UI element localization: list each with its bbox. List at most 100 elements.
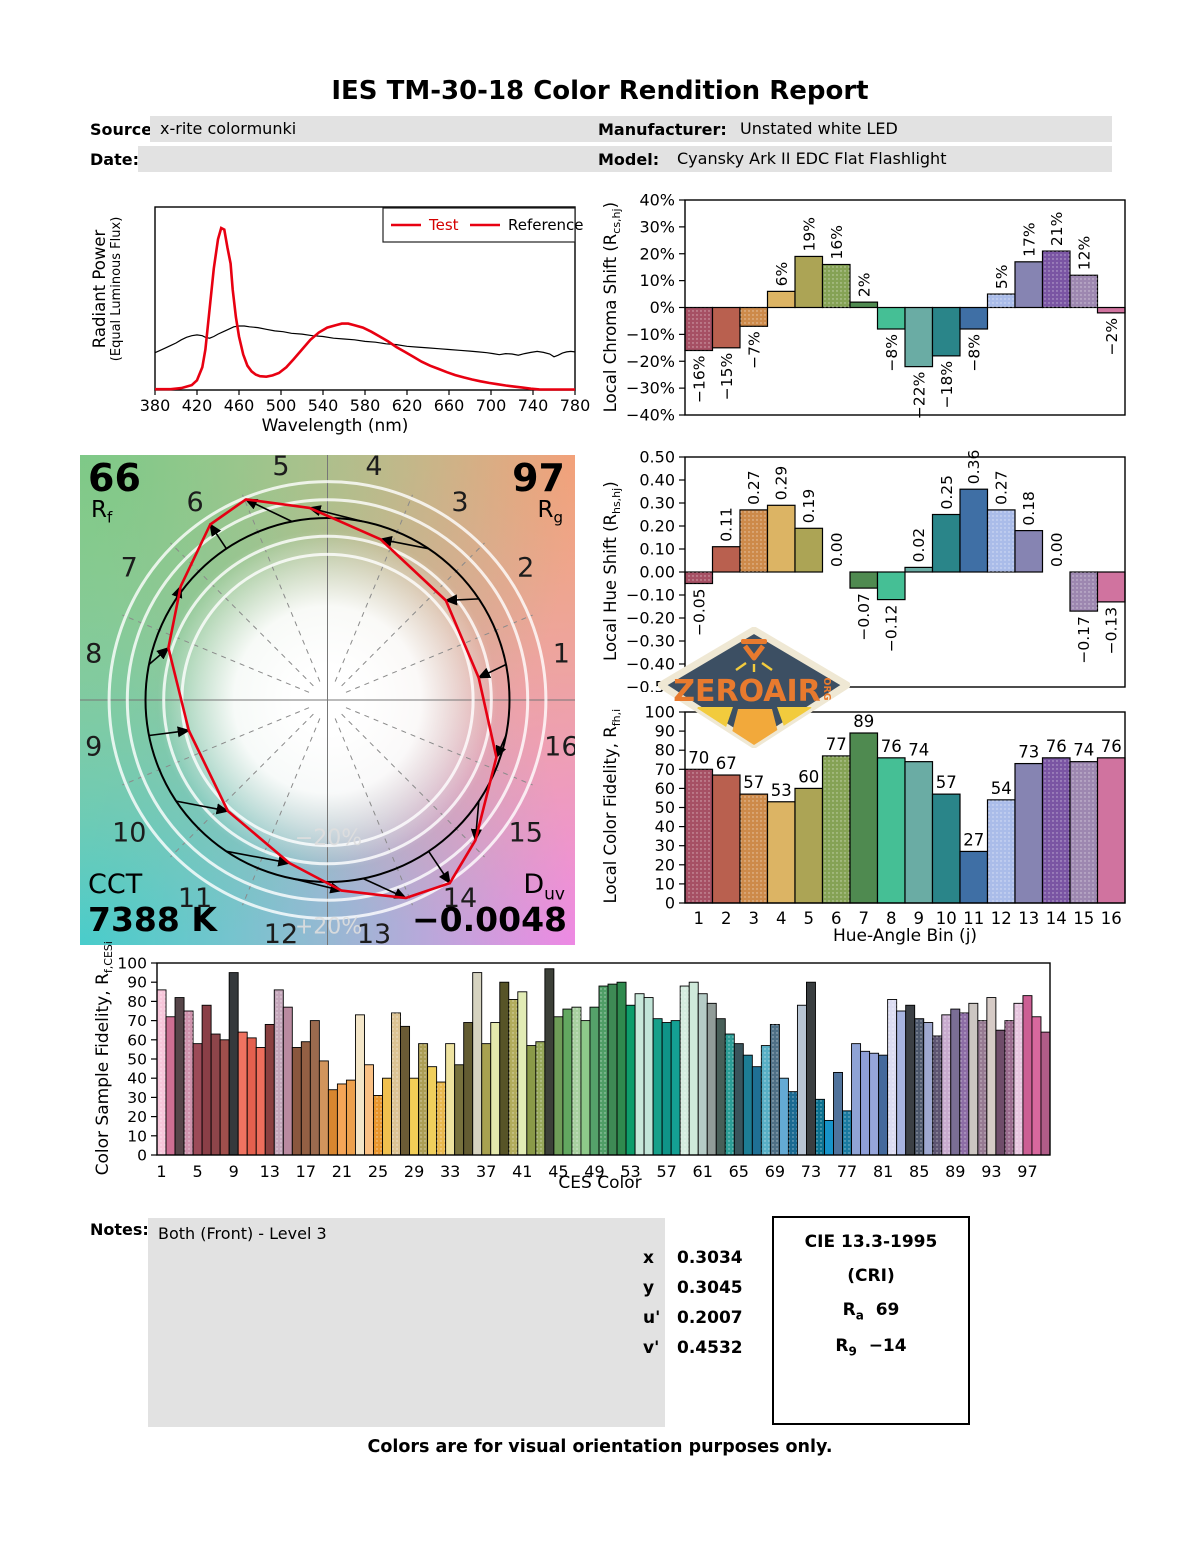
rf-value: 66: [88, 456, 141, 500]
svg-text:53: 53: [620, 1162, 640, 1181]
cri-subtitle: (CRI): [847, 1266, 895, 1286]
svg-text:Test: Test: [428, 216, 459, 234]
svg-text:−0.05: −0.05: [690, 589, 708, 637]
svg-text:74: 74: [908, 741, 929, 760]
svg-text:67: 67: [716, 754, 737, 773]
svg-text:−0.12: −0.12: [883, 605, 901, 653]
svg-text:85: 85: [909, 1162, 929, 1181]
svg-text:33: 33: [440, 1162, 460, 1181]
cri-ra: Ra 69: [842, 1300, 900, 1323]
coord-x: x 0.3034: [643, 1248, 743, 1268]
svg-text:10%: 10%: [639, 271, 675, 290]
svg-text:500: 500: [266, 396, 297, 415]
svg-text:12%: 12%: [1075, 236, 1093, 270]
svg-text:9: 9: [85, 732, 102, 763]
notes-label: Notes:: [90, 1220, 149, 1239]
svg-text:20: 20: [127, 1108, 147, 1126]
svg-text:−15%: −15%: [718, 353, 736, 400]
svg-text:100: 100: [644, 703, 675, 722]
svg-text:740: 740: [518, 396, 549, 415]
svg-text:13: 13: [357, 919, 391, 945]
svg-text:54: 54: [991, 779, 1012, 798]
svg-text:70: 70: [655, 760, 675, 779]
coord-v: v' 0.4532: [643, 1338, 743, 1358]
svg-text:11: 11: [178, 883, 212, 914]
svg-text:2: 2: [517, 553, 534, 584]
svg-text:49: 49: [584, 1162, 604, 1181]
svg-text:30: 30: [127, 1089, 147, 1107]
source-value: x-rite colormunki: [150, 116, 740, 142]
fid-xlabel: Hue-Angle Bin (j): [832, 926, 978, 946]
duv-value: −0.0048: [412, 900, 567, 939]
svg-text:0.10: 0.10: [639, 540, 675, 559]
svg-text:0.20: 0.20: [639, 517, 675, 536]
logo-wordmark: ZEROAIR: [673, 674, 821, 709]
local-color-fidelity-chart: 1009080706050403020100701672573534605776…: [644, 703, 1126, 928]
svg-text:0.36: 0.36: [965, 450, 983, 485]
svg-text:9: 9: [914, 909, 925, 928]
svg-text:−20%: −20%: [626, 352, 675, 371]
svg-text:0.02: 0.02: [910, 528, 928, 563]
svg-text:0.30: 0.30: [639, 494, 675, 513]
svg-text:−0.13: −0.13: [1103, 607, 1121, 655]
svg-text:100: 100: [117, 955, 147, 973]
svg-text:30%: 30%: [639, 217, 675, 236]
svg-text:420: 420: [182, 396, 213, 415]
svg-text:20: 20: [655, 855, 675, 874]
svg-text:21: 21: [332, 1162, 352, 1181]
svg-text:ORG: ORG: [821, 677, 832, 700]
svg-text:21%: 21%: [1048, 212, 1066, 246]
svg-text:0.27: 0.27: [993, 470, 1011, 505]
source-label: Source:: [90, 120, 159, 139]
coord-u: u' 0.2007: [643, 1308, 743, 1328]
svg-text:3: 3: [749, 909, 760, 928]
svg-text:700: 700: [476, 396, 507, 415]
cct-value: 7388 K: [88, 900, 217, 939]
svg-text:12: 12: [991, 909, 1012, 928]
svg-text:620: 620: [392, 396, 423, 415]
svg-text:69: 69: [765, 1162, 785, 1181]
svg-text:0.11: 0.11: [718, 507, 736, 542]
svg-text:6: 6: [831, 909, 842, 928]
svg-text:2: 2: [721, 909, 732, 928]
svg-text:5: 5: [804, 909, 815, 928]
cri-title: CIE 13.3-1995: [804, 1232, 938, 1252]
svg-text:20%: 20%: [639, 244, 675, 263]
svg-text:−22%: −22%: [910, 372, 928, 419]
svg-text:−20%: −20%: [295, 826, 362, 851]
svg-text:4: 4: [776, 909, 787, 928]
svg-text:76: 76: [1046, 737, 1067, 756]
svg-text:73: 73: [801, 1162, 821, 1181]
rg-value: 97: [512, 456, 565, 500]
svg-text:2%: 2%: [855, 273, 873, 298]
svg-text:−0.40: −0.40: [626, 655, 675, 674]
date-value: [138, 146, 740, 172]
svg-text:50: 50: [655, 798, 675, 817]
svg-text:17%: 17%: [1020, 222, 1038, 256]
svg-text:−0.17: −0.17: [1075, 616, 1093, 664]
svg-text:6%: 6%: [773, 262, 791, 287]
model-value: Cyansky Ark II EDC Flat Flashlight: [667, 146, 1112, 172]
svg-text:0.00: 0.00: [828, 532, 846, 567]
svg-text:45: 45: [548, 1162, 568, 1181]
svg-text:5: 5: [192, 1162, 202, 1181]
manufacturer-label: Manufacturer:: [598, 120, 727, 139]
svg-text:12: 12: [264, 919, 298, 945]
svg-text:−30%: −30%: [626, 379, 675, 398]
svg-text:0.00: 0.00: [639, 563, 675, 582]
svg-text:57: 57: [743, 773, 764, 792]
svg-text:4: 4: [365, 455, 382, 482]
svg-text:16: 16: [544, 732, 575, 763]
svg-text:−0.07: −0.07: [855, 593, 873, 641]
svg-text:−8%: −8%: [965, 334, 983, 372]
svg-text:660: 660: [434, 396, 465, 415]
cri-box: CIE 13.3-1995 (CRI) Ra 69 R9 −14: [772, 1216, 970, 1425]
svg-text:7: 7: [121, 553, 138, 584]
svg-text:77: 77: [837, 1162, 857, 1181]
ces-xlabel: CES Color: [558, 1173, 642, 1193]
spd-xlabel: Wavelength (nm): [261, 416, 409, 436]
svg-text:540: 540: [308, 396, 339, 415]
